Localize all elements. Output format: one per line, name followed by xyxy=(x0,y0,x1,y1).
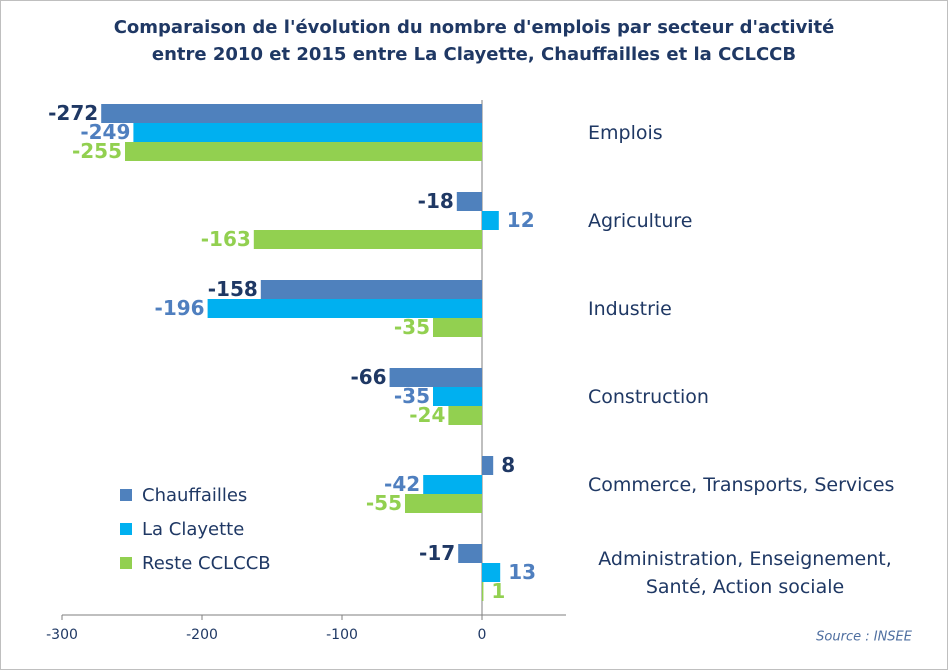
bar xyxy=(423,475,482,494)
bar xyxy=(207,299,482,318)
legend-label: Reste CCLCCB xyxy=(142,553,271,574)
x-tick-label: -200 xyxy=(186,627,218,643)
value-label: -66 xyxy=(350,365,386,389)
bar xyxy=(448,406,482,425)
legend-swatch xyxy=(120,523,132,535)
x-tick-label: -100 xyxy=(326,627,358,643)
legend-label: La Clayette xyxy=(142,519,244,540)
bar xyxy=(260,280,482,299)
x-tick-label: 0 xyxy=(478,627,487,643)
category-label: Emplois xyxy=(588,122,663,144)
value-label: -272 xyxy=(48,101,98,125)
value-label: -196 xyxy=(155,296,205,320)
value-label: -55 xyxy=(366,491,402,515)
bar xyxy=(433,387,482,406)
bar xyxy=(482,563,501,582)
bar xyxy=(101,104,482,123)
category-label: Commerce, Transports, Services xyxy=(588,474,895,496)
value-label: -255 xyxy=(72,139,122,163)
bar xyxy=(133,123,482,142)
value-label: -249 xyxy=(80,120,130,144)
bar xyxy=(125,142,482,161)
value-label: -17 xyxy=(419,541,455,565)
legend-label: Chauffailles xyxy=(142,485,247,506)
bar xyxy=(482,456,494,475)
value-label: 12 xyxy=(507,208,535,232)
bar xyxy=(482,582,484,601)
bar xyxy=(433,318,482,337)
x-tick-label: -300 xyxy=(46,627,78,643)
legend-swatch xyxy=(120,557,132,569)
value-label: 1 xyxy=(491,579,505,603)
bar xyxy=(456,192,482,211)
value-label: -18 xyxy=(418,189,454,213)
value-label: -24 xyxy=(409,403,445,427)
value-label: 8 xyxy=(501,453,515,477)
chart-title: Comparaison de l'évolution du nombre d'e… xyxy=(113,17,835,65)
value-label: -158 xyxy=(208,277,258,301)
bar xyxy=(405,494,482,513)
category-label: Construction xyxy=(588,386,709,408)
bar xyxy=(389,368,482,387)
value-label: -42 xyxy=(384,472,420,496)
source: Source : INSEE xyxy=(816,630,913,645)
bar xyxy=(458,544,482,563)
value-label: 13 xyxy=(508,560,536,584)
category-label: Industrie xyxy=(588,298,672,320)
value-label: -35 xyxy=(394,384,430,408)
category-label: Administration, Enseignement, Santé, Act… xyxy=(598,548,892,598)
bar xyxy=(253,230,482,249)
legend-swatch xyxy=(120,489,132,501)
value-label: -35 xyxy=(394,315,430,339)
value-label: -163 xyxy=(201,227,251,251)
category-label: Agriculture xyxy=(588,210,693,232)
bar xyxy=(482,211,499,230)
